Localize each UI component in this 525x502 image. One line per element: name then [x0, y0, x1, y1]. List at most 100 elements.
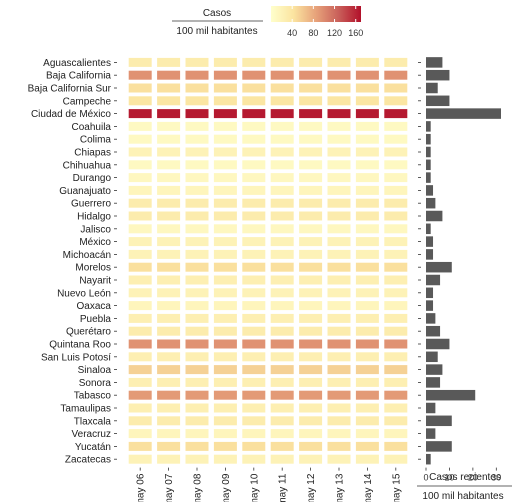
- state-label: Coahuila: [72, 122, 112, 133]
- heatmap-cell: [327, 70, 351, 80]
- recent-cases-bar: [426, 57, 443, 68]
- heatmap-cell: [384, 57, 408, 67]
- heatmap-cell: [384, 121, 408, 131]
- heatmap-cell: [327, 134, 351, 144]
- recent-cases-bar: [426, 121, 431, 132]
- bar-xlabel-top: Casos recientes: [429, 472, 501, 483]
- state-label: Aguascalientes: [43, 58, 111, 69]
- heatmap-cell: [128, 109, 152, 119]
- heatmap-cell: [270, 390, 294, 400]
- heatmap-cell: [355, 173, 379, 183]
- heatmap-cell: [327, 121, 351, 131]
- heatmap-cell: [213, 173, 237, 183]
- heatmap-cell: [213, 249, 237, 259]
- heatmap-cell: [185, 147, 209, 157]
- bar-tick-label: 0: [423, 473, 428, 483]
- heatmap-cells: [128, 57, 408, 464]
- heatmap-cell: [384, 262, 408, 272]
- recent-cases-bar: [426, 274, 441, 286]
- heatmap-cell: [185, 96, 209, 106]
- date-label: may 06: [136, 473, 147, 502]
- heatmap-cell: [157, 57, 181, 67]
- heatmap-cell: [157, 134, 181, 144]
- heatmap-cell: [299, 390, 323, 400]
- heatmap-cell: [299, 211, 323, 221]
- heatmap-cell: [355, 121, 379, 131]
- heatmap-cell: [213, 121, 237, 131]
- heatmap-cell: [213, 70, 237, 80]
- state-label: Chiapas: [74, 148, 111, 159]
- heatmap-cell: [355, 262, 379, 272]
- heatmap-cell: [128, 121, 152, 131]
- heatmap-cell: [327, 224, 351, 234]
- heatmap-cell: [299, 441, 323, 451]
- heatmap-cell: [213, 416, 237, 426]
- heatmap-cell: [327, 173, 351, 183]
- heatmap-cell: [242, 185, 266, 195]
- heatmap-cell: [242, 249, 266, 259]
- heatmap-cell: [128, 57, 152, 67]
- heatmap-cell: [299, 109, 323, 119]
- heatmap-cell: [157, 237, 181, 247]
- recent-cases-bar: [426, 108, 501, 119]
- heatmap-cell: [242, 352, 266, 362]
- state-label: Querétaro: [66, 327, 111, 338]
- heatmap-cell: [327, 377, 351, 387]
- heatmap-cell: [128, 365, 152, 375]
- heatmap-cell: [128, 96, 152, 106]
- state-label: Tabasco: [74, 391, 112, 402]
- heatmap-cell: [355, 390, 379, 400]
- heatmap-cell: [242, 454, 266, 464]
- state-label: Nayarit: [79, 276, 111, 287]
- heatmap-cell: [185, 198, 209, 208]
- heatmap-cell: [327, 262, 351, 272]
- heatmap-cell: [270, 134, 294, 144]
- heatmap-cell: [384, 198, 408, 208]
- heatmap-cell: [270, 173, 294, 183]
- heatmap-cell: [185, 429, 209, 439]
- heatmap-cell: [242, 326, 266, 336]
- state-label: Oaxaca: [77, 301, 112, 312]
- heatmap-cell: [213, 454, 237, 464]
- recent-cases-bar: [426, 172, 431, 183]
- recent-cases-bar: [426, 249, 434, 260]
- recent-cases-bar: [426, 402, 436, 414]
- heatmap-cell: [299, 249, 323, 259]
- heatmap-cell: [270, 313, 294, 323]
- state-label: San Luis Potosí: [41, 352, 111, 363]
- recent-cases-bar: [426, 69, 450, 81]
- heatmap-cell: [213, 339, 237, 349]
- heatmap-cell: [128, 173, 152, 183]
- legend-title-top: Casos: [203, 8, 231, 19]
- heatmap-cell: [157, 121, 181, 131]
- heatmap-cell: [355, 237, 379, 247]
- heatmap-cell: [355, 365, 379, 375]
- heatmap-cell: [384, 173, 408, 183]
- heatmap-cell: [185, 339, 209, 349]
- heatmap-cell: [270, 70, 294, 80]
- heatmap-cell: [213, 326, 237, 336]
- recent-cases-bar: [426, 453, 431, 465]
- recent-cases-bar: [426, 223, 431, 235]
- heatmap-cell: [327, 109, 351, 119]
- heatmap-cell: [213, 441, 237, 451]
- recent-cases-bar: [426, 325, 441, 337]
- heatmap-cell: [384, 403, 408, 413]
- heatmap-cell: [185, 262, 209, 272]
- heatmap-cell: [185, 352, 209, 362]
- recent-cases-bar: [426, 197, 436, 209]
- state-labels: Aguascalientes Baja California Baja Califo…: [28, 58, 421, 466]
- heatmap-cell: [299, 237, 323, 247]
- state-label: Nuevo León: [57, 288, 111, 299]
- heatmap-cell: [157, 211, 181, 221]
- recent-cases-bar: [426, 95, 450, 107]
- state-label: Hidalgo: [77, 212, 111, 223]
- heatmap-cell: [355, 224, 379, 234]
- heatmap-cell: [157, 185, 181, 195]
- heatmap-cell: [128, 70, 152, 80]
- heatmap-cell: [213, 429, 237, 439]
- heatmap-cell: [157, 173, 181, 183]
- recent-cases-bar: [426, 236, 434, 247]
- heatmap-cell: [299, 185, 323, 195]
- heatmap-cell: [384, 288, 408, 298]
